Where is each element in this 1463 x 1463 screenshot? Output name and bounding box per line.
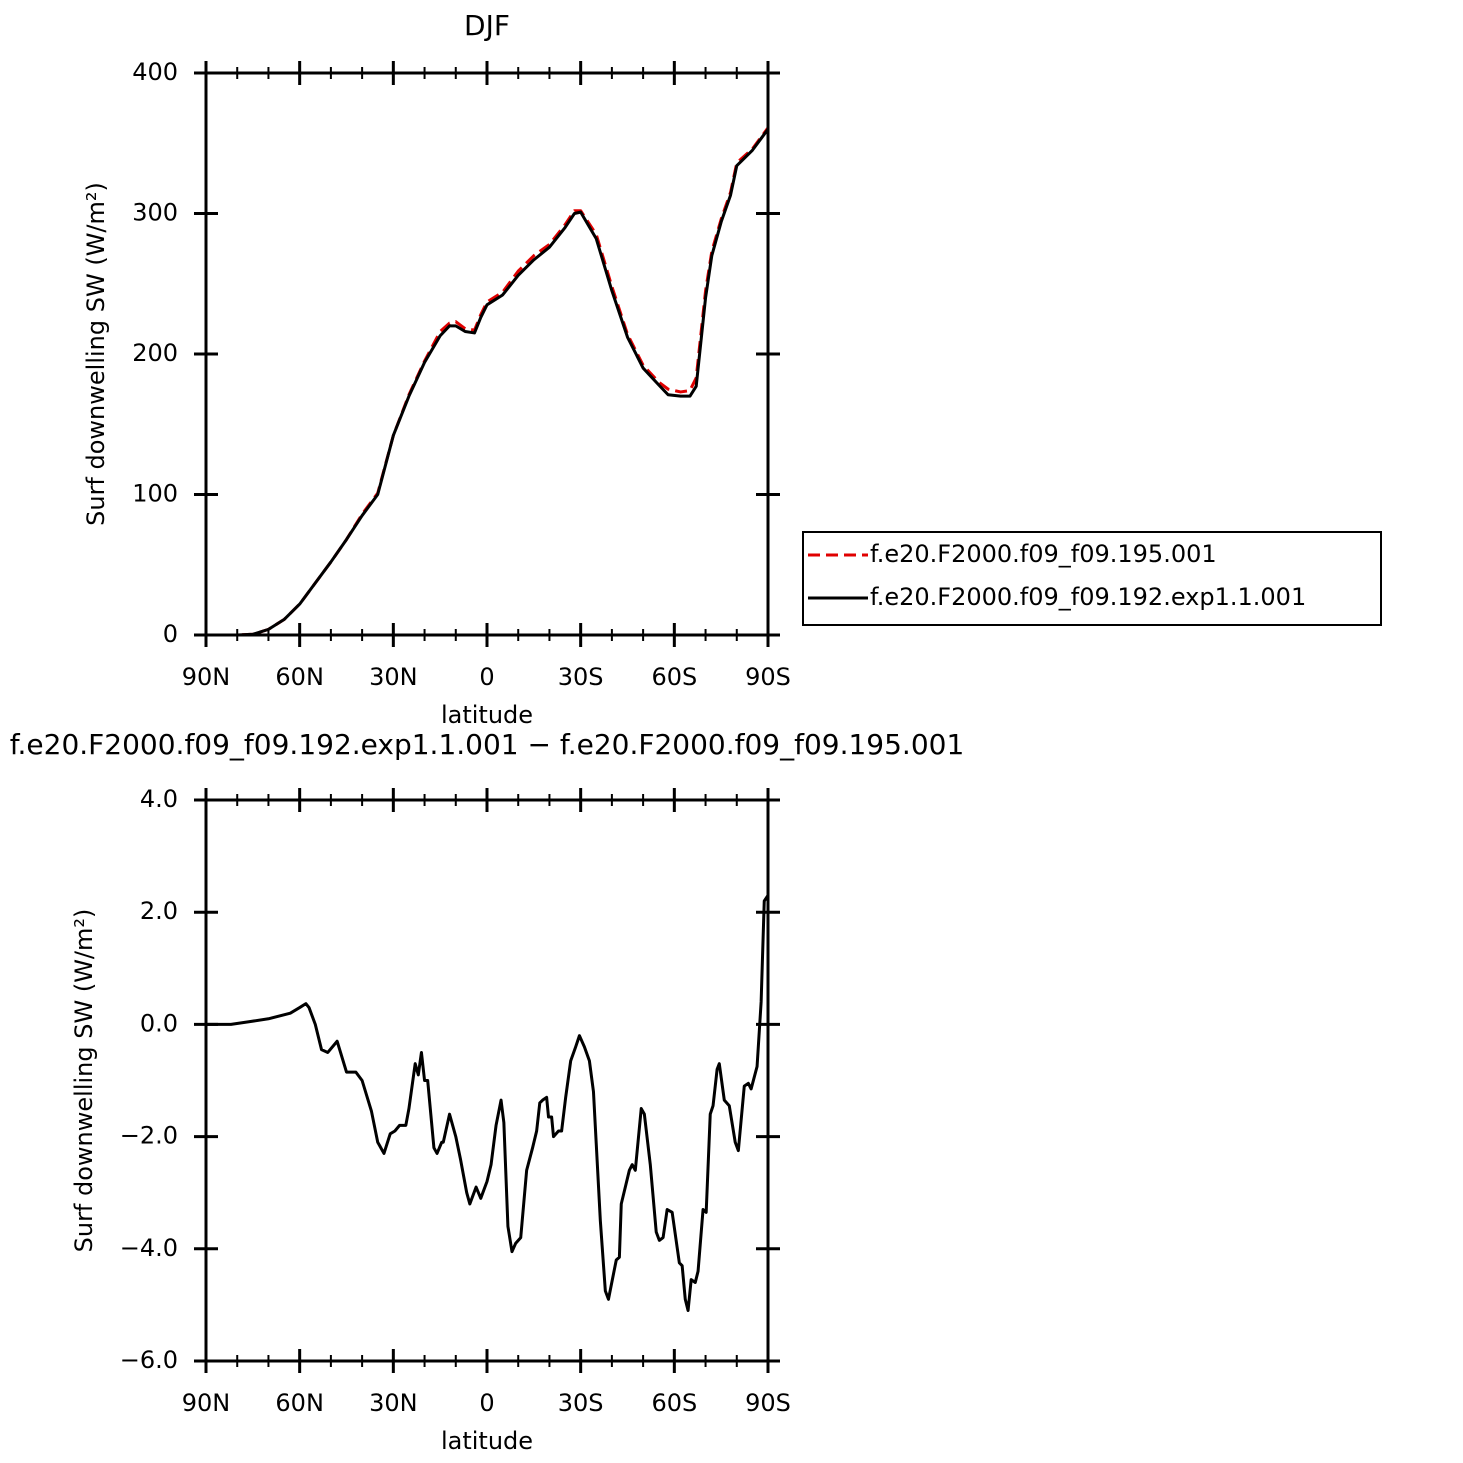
plot-frame xyxy=(204,71,770,637)
x-tick-label: 60N xyxy=(275,1389,324,1417)
x-tick-label: 0 xyxy=(479,663,494,691)
x-tick-label: 30S xyxy=(558,663,604,691)
y-tick-label: 400 xyxy=(132,58,178,86)
y-tick-label: 0 xyxy=(163,620,178,648)
y-tick-label: −4.0 xyxy=(120,1234,178,1262)
x-tick-label: 90N xyxy=(182,1389,231,1417)
legend-label: f.e20.F2000.f09_f09.195.001 xyxy=(870,540,1217,568)
series-line xyxy=(206,126,770,637)
x-tick-label: 90N xyxy=(182,663,231,691)
x-tick-label: 60N xyxy=(275,663,324,691)
y-axis-label: Surf downwelling SW (W/m²) xyxy=(70,909,98,1253)
chart-title: f.e20.F2000.f09_f09.192.exp1.1.001 − f.e… xyxy=(10,728,965,761)
x-tick-label: 30N xyxy=(369,1389,418,1417)
legend-box xyxy=(802,531,1382,626)
chart-title: DJF xyxy=(464,9,510,42)
x-tick-label: 0 xyxy=(479,1389,494,1417)
x-tick-label: 60S xyxy=(651,1389,697,1417)
y-tick-label: 100 xyxy=(132,480,178,508)
y-axis-label: Surf downwelling SW (W/m²) xyxy=(82,182,110,526)
series-line xyxy=(206,894,770,1313)
y-tick-label: −6.0 xyxy=(120,1346,178,1374)
y-tick-label: 4.0 xyxy=(140,785,178,813)
y-tick-label: 200 xyxy=(132,339,178,367)
x-axis-label: latitude xyxy=(441,701,533,729)
x-axis-label: latitude xyxy=(441,1427,533,1455)
x-tick-label: 30N xyxy=(369,663,418,691)
x-tick-label: 60S xyxy=(651,663,697,691)
x-tick-label: 90S xyxy=(745,663,791,691)
y-tick-label: 300 xyxy=(132,199,178,227)
y-tick-label: 0.0 xyxy=(140,1009,178,1037)
series-line xyxy=(206,128,770,637)
y-tick-label: 2.0 xyxy=(140,897,178,925)
x-tick-label: 30S xyxy=(558,1389,604,1417)
x-tick-label: 90S xyxy=(745,1389,791,1417)
y-tick-label: −2.0 xyxy=(120,1122,178,1150)
legend-label: f.e20.F2000.f09_f09.192.exp1.1.001 xyxy=(870,583,1306,611)
